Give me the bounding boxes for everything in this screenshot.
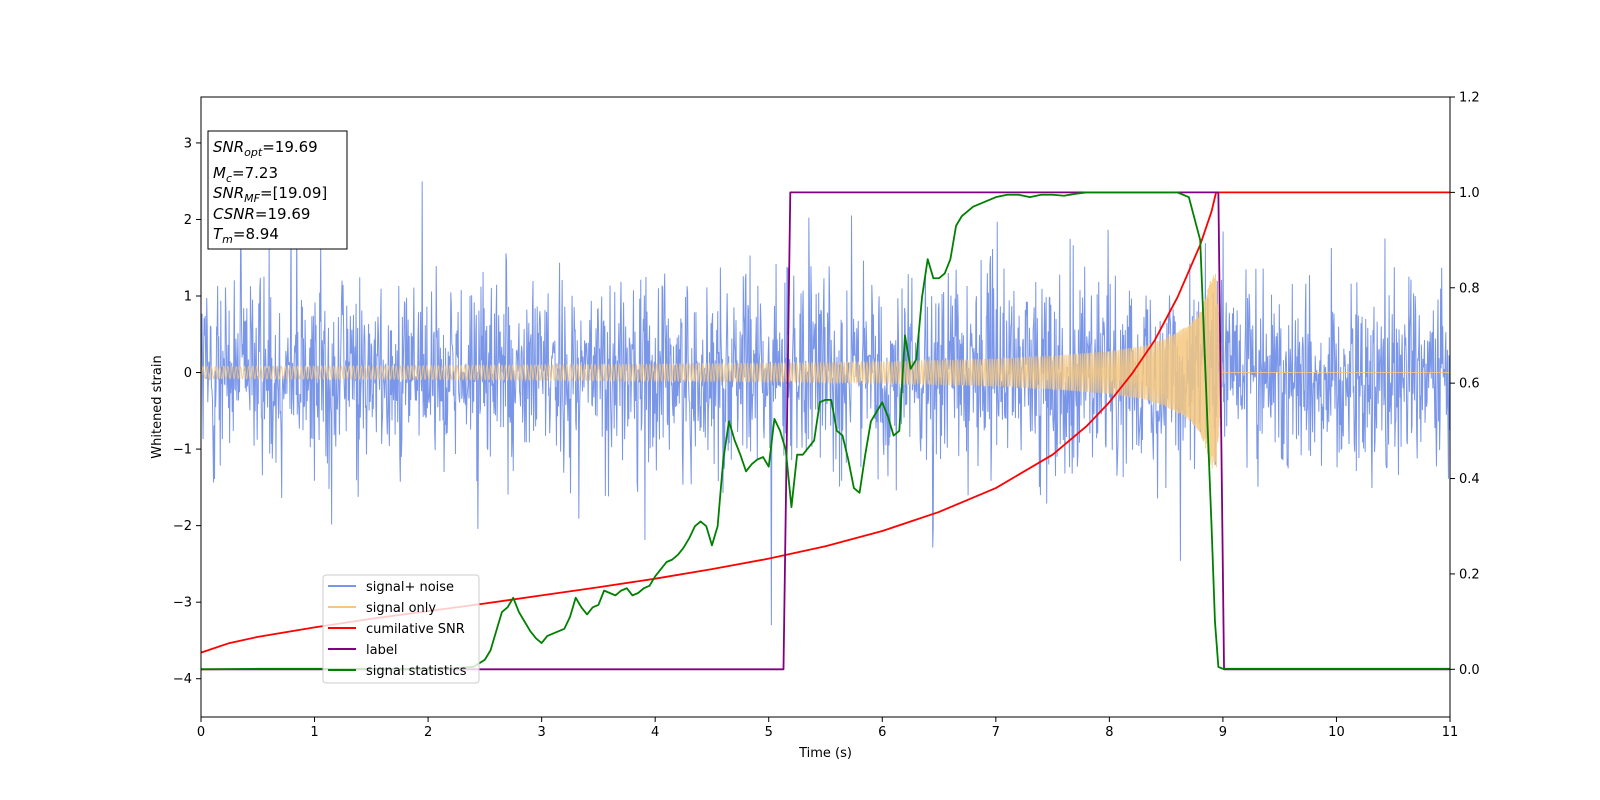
y2-tick-label: 0.8 [1459,281,1480,296]
x-tick-label: 1 [310,725,318,740]
x-axis-label: Time (s) [798,746,852,761]
y-tick-label: −1 [173,443,192,458]
legend: signal+ noise signal only cumilative SNR… [322,574,480,684]
annotation-csnr-value: =19.69 [255,205,311,223]
legend-item-signal-only: signal only [328,601,436,616]
legend-item-signal-statistics: signal statistics [328,664,467,679]
x-tick-label: 9 [1219,725,1227,740]
annotation-mc: Mc=7.23 [213,164,278,185]
annotation-tm-sub: m [222,233,233,246]
annotation-snr-opt-symbol: SNR [213,138,244,156]
ticks: 0 1 2 3 4 5 6 7 8 9 10 11 −4 −3 −2 −1 0 1 2 3 0.0 0.2 0.4 0.6 0.… [173,91,1480,741]
y-tick-label: −3 [173,596,192,611]
annotation-snr-opt-value: =19.69 [262,138,318,156]
y-tick-label: −4 [173,672,192,687]
legend-label-signal-noise: signal+ noise [366,580,454,595]
x-tick-label: 10 [1328,725,1345,740]
annotation-mc-value: =7.23 [232,164,278,182]
legend-label-signal-statistics: signal statistics [366,664,467,679]
y2-tick-label: 1.2 [1459,91,1480,106]
annotation-csnr-symbol: CSNR [213,205,255,223]
plot-frame [200,96,1451,718]
y2-tick-label: 1.0 [1459,186,1480,201]
y2-tick-label: 0.2 [1459,567,1480,582]
annotation-snr-mf-sub: MF [244,192,260,205]
x-tick-label: 3 [537,725,545,740]
legend-label-label: label [366,643,397,658]
legend-frame [322,574,480,684]
legend-label-cumulative-snr: cumilative SNR [366,622,465,637]
x-tick-label: 4 [651,725,659,740]
annotation-snr-mf-symbol: SNR [213,184,244,202]
y-tick-label: −2 [173,519,192,534]
x-tick-label: 11 [1442,725,1459,740]
annotation-mc-sub: c [226,172,232,185]
legend-item-label: label [328,643,397,658]
annotation-tm-symbol: T [213,225,224,243]
y2-tick-label: 0.4 [1459,472,1480,487]
annotation-snr-mf: SNRMF=[19.09] [213,184,327,205]
y-axis-label: Whitened strain [150,355,165,458]
annotation-snr-opt-sub: opt [244,146,263,159]
annotation-mc-symbol: M [213,164,226,182]
annotation-tm-value: =8.94 [233,225,279,243]
series-signal-statistics [201,191,1450,671]
y-tick-label: 2 [184,213,192,228]
annotation-snr-opt: SNRopt=19.69 [213,138,318,159]
annotation-tm: Tm=8.94 [213,225,279,246]
y-tick-label: 1 [184,290,192,305]
x-tick-label: 2 [424,725,432,740]
y2-tick-label: 0.0 [1459,663,1480,678]
x-tick-label: 0 [197,725,205,740]
annotation-snr-mf-value: =[19.09] [260,184,327,202]
legend-item-cumulative-snr: cumilative SNR [328,622,465,637]
x-tick-label: 6 [878,725,886,740]
legend-item-signal-noise: signal+ noise [328,580,454,595]
x-tick-label: 5 [765,725,773,740]
annotation-csnr: CSNR=19.69 [213,205,310,223]
y-tick-label: 0 [184,366,192,381]
annotation-frame [207,130,348,250]
x-tick-label: 8 [1105,725,1113,740]
series-signal-noise [201,181,1450,626]
annotation-box: SNRopt=19.69 Mc=7.23 SNRMF=[19.09] CSNR=… [207,130,348,250]
series-signal-only [201,273,1450,469]
y2-tick-label: 0.6 [1459,377,1480,392]
x-tick-label: 7 [992,725,1000,740]
y-tick-label: 3 [184,136,192,151]
legend-label-signal-only: signal only [366,601,436,616]
